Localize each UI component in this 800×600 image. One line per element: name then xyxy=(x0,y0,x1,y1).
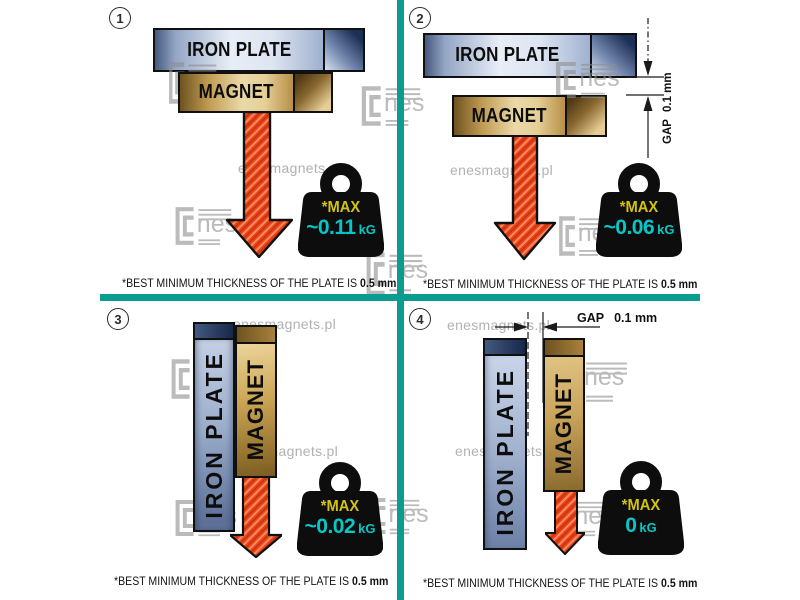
panel-1-max-label: *MAX xyxy=(321,199,361,216)
panel-3-value: ~0.02 xyxy=(304,515,356,538)
panel-1-weight-icon: *MAX ~0.11 kG xyxy=(297,163,385,259)
panel-3-iron-plate-label: IRON PLATE xyxy=(200,351,227,519)
panel-2-gap-label: GAP 0.1 mm xyxy=(662,52,674,144)
panel-2-pull-arrow-icon xyxy=(493,134,557,261)
enes-logo-text: nes xyxy=(579,64,620,93)
panel-3-max-value: ~0.02 kG xyxy=(297,515,383,539)
panel-2-max-label: *MAX xyxy=(619,199,659,216)
panel-2-iron-plate-label: IRON PLATE xyxy=(455,44,560,66)
enes-logo-text: nes xyxy=(584,363,625,392)
panel-3-plate-face: IRON PLATE xyxy=(195,340,233,530)
panel-1-magnet-side xyxy=(293,72,333,113)
panel-4-number: 4 xyxy=(409,308,431,330)
panel-2-magnet: MAGNET xyxy=(452,95,567,137)
panel-3-magnet-face: MAGNET xyxy=(237,344,275,476)
panel-2-iron-plate-side xyxy=(590,33,637,78)
panel-4-unit: kG xyxy=(639,520,657,535)
panel-2-number: 2 xyxy=(409,7,431,29)
panel-4-gap-label: GAP 0.1 mm xyxy=(577,311,657,325)
panel-2-gap-dimension xyxy=(626,18,664,158)
weight-shape-icon xyxy=(597,461,685,555)
weight-shape-icon xyxy=(595,163,683,257)
gap-word: GAP xyxy=(577,311,605,325)
panel-4-plate-face: IRON PLATE xyxy=(485,356,525,548)
panel-3-magnet-top xyxy=(237,327,275,344)
panel-4-magnet-face: MAGNET xyxy=(545,357,583,490)
gap-value: 0.1 mm xyxy=(614,311,658,325)
gap-word: GAP xyxy=(662,119,674,144)
panel-3-caption: *BEST MINIMUM THICKNESS OF THE PLATE IS … xyxy=(114,574,388,588)
panel-2-unit: kG xyxy=(657,222,675,237)
enes-logo-text: nes xyxy=(384,89,425,118)
panel-2-iron-plate: IRON PLATE xyxy=(423,33,592,78)
panel-2-magnet-label: MAGNET xyxy=(471,104,548,127)
panel-4-gap-dimension xyxy=(495,312,600,436)
panel-4-value: 0 xyxy=(625,514,637,537)
panel-1-magnet: MAGNET xyxy=(178,72,295,113)
panel-2-value: ~0.06 xyxy=(603,216,655,239)
panel-1-caption-text: *BEST MINIMUM THICKNESS OF THE PLATE IS xyxy=(122,276,358,290)
panel-2-max-value: ~0.06 kG xyxy=(596,216,682,240)
panel-4-max-value: 0 kG xyxy=(598,514,684,538)
panel-4-max-label: *MAX xyxy=(621,497,661,514)
watermark-text: enesmagnets.pl xyxy=(447,317,551,333)
panel-1-value: ~0.11 xyxy=(306,216,356,239)
panel-3-pull-arrow-icon xyxy=(230,468,282,558)
panel-4-plate-top xyxy=(485,340,525,356)
panel-3-magnet-label: MAGNET xyxy=(243,359,268,461)
panel-3-iron-plate: IRON PLATE xyxy=(193,322,235,532)
panel-3-max-label: *MAX xyxy=(320,498,360,515)
panel-1-pull-arrow-icon xyxy=(225,112,293,258)
panel-3-plate-top xyxy=(195,324,233,340)
panel-1-magnet-label: MAGNET xyxy=(198,81,275,103)
panel-1-caption-bold: 0.5 mm xyxy=(360,276,397,290)
panel-1-caption: *BEST MINIMUM THICKNESS OF THE PLATE IS … xyxy=(122,276,396,290)
weight-shape-icon xyxy=(296,462,384,556)
panel-4-caption-text: *BEST MINIMUM THICKNESS OF THE PLATE IS xyxy=(423,576,659,590)
panel-2-caption: *BEST MINIMUM THICKNESS OF THE PLATE IS … xyxy=(423,277,697,291)
panel-4-iron-plate: IRON PLATE xyxy=(483,338,527,550)
panel-2-magnet-side xyxy=(565,95,607,137)
panel-3-caption-text: *BEST MINIMUM THICKNESS OF THE PLATE IS xyxy=(114,574,350,588)
panel-4-weight-icon: *MAX 0 kG xyxy=(597,461,685,557)
enes-logo-text: nes xyxy=(387,255,429,284)
panel-4-caption-bold: 0.5 mm xyxy=(661,576,698,590)
panel-3-weight-icon: *MAX ~0.02 kG xyxy=(296,462,384,558)
panel-3-unit: kG xyxy=(358,521,376,536)
panel-4-magnet-top xyxy=(545,340,583,357)
panel-1-iron-plate-label: IRON PLATE xyxy=(186,38,292,61)
panel-2-weight-icon: *MAX ~0.06 kG xyxy=(595,163,683,259)
panel-4-pull-arrow-icon xyxy=(545,488,585,555)
gap-value: 0.1 mm xyxy=(662,72,674,113)
panel-2-caption-text: *BEST MINIMUM THICKNESS OF THE PLATE IS xyxy=(423,277,659,291)
panel-1-number: 1 xyxy=(109,7,131,29)
panel-1-max-value: ~0.11 kG xyxy=(298,216,384,240)
panel-4-caption: *BEST MINIMUM THICKNESS OF THE PLATE IS … xyxy=(423,576,697,590)
enes-logo-text: nes xyxy=(388,500,429,529)
panel-2-caption-bold: 0.5 mm xyxy=(661,277,698,291)
panel-1-iron-plate-side xyxy=(323,28,365,72)
panel-3-caption-bold: 0.5 mm xyxy=(352,574,389,588)
weight-shape-icon xyxy=(297,163,385,257)
panel-3-magnet: MAGNET xyxy=(235,325,277,478)
panel-3-number: 3 xyxy=(107,308,129,330)
panel-4-magnet: MAGNET xyxy=(543,338,585,492)
panel-1-unit: kG xyxy=(358,222,376,237)
horizontal-divider xyxy=(100,294,700,301)
